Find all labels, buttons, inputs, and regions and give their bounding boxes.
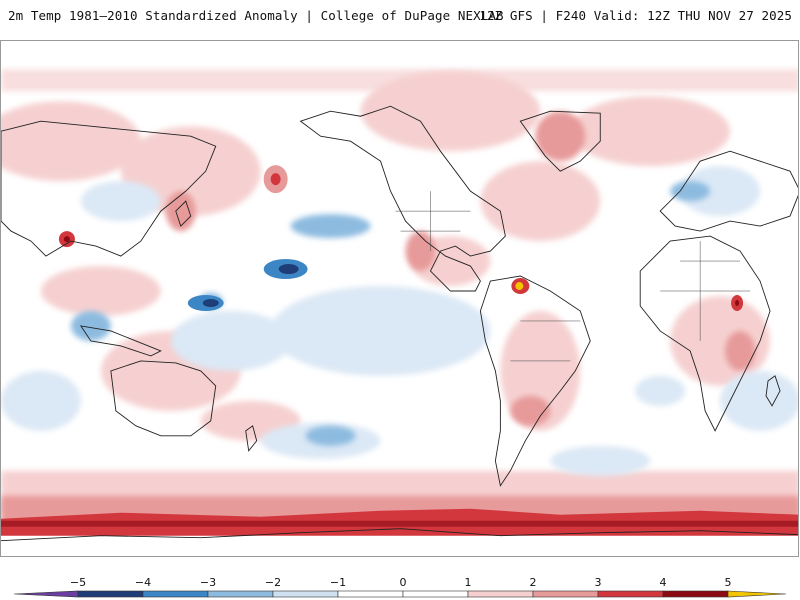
anomaly-map [0,40,799,557]
south-america-outline [479,275,591,487]
header: 2m Temp 1981–2010 Standardized Anomaly |… [0,0,800,34]
colorbar-segment [77,590,144,598]
warm-patches [1,71,771,441]
colorbar-tick-label: 0 [400,576,407,589]
greenland-outline [519,110,601,172]
colorbar-tick-label: −2 [265,576,281,589]
colorbar-segment [597,590,664,598]
cold-patches [1,166,798,476]
colorbar-tick-label: 2 [530,576,537,589]
madagascar-outline [765,375,781,407]
colorbar-tick-label: −3 [200,576,216,589]
warm-patches-moderate [165,111,756,426]
colorbar-tick-label: −4 [135,576,151,589]
colorbar-arrow-right [727,590,787,598]
north-pacific-hotspot [263,165,288,194]
colorbar-svg: −5 −4 −3 −2 −1 0 1 2 3 4 5 [13,576,787,598]
colorbar-tick-label: 1 [465,576,472,589]
western-pacific-cold [187,295,224,311]
colorbar-segment [142,590,209,598]
europe-outline [659,150,798,232]
colorbar-segment [207,590,274,598]
bay-of-bengal-warm [58,231,75,248]
colorbar-arrow-left [13,590,79,598]
colorbar-segment [662,590,729,598]
venezuela-warm-spot [511,278,530,295]
map-svg [1,41,798,556]
colorbar-segment [337,590,404,598]
east-africa-warm [731,295,744,311]
colorbar-tick-label: 4 [660,576,667,589]
australia-outline [110,360,217,437]
japan-outline [175,200,192,227]
central-pacific-cold-core [263,259,308,280]
new-zealand-outline [245,425,258,452]
colorbar-tick-label: −1 [330,576,346,589]
colorbar-tick-label: −5 [70,576,86,589]
colorbar-segment [467,590,534,598]
colorbar-tick-label: 5 [725,576,732,589]
antarctica-outline [1,528,798,542]
borders [395,191,751,362]
asia-outline [1,120,217,257]
colorbar-tick-label: 3 [595,576,602,589]
antarctic-edge [1,520,798,527]
model-run-label: 12Z GFS | F240 Valid: 12Z THU NOV 27 202… [479,8,792,23]
colorbar-segment [402,590,469,598]
indonesia-outline [79,325,162,357]
coastlines [1,105,798,542]
map-title: 2m Temp 1981–2010 Standardized Anomaly |… [8,8,504,23]
colorbar: −5 −4 −3 −2 −1 0 1 2 3 4 5 [0,572,800,600]
colorbar-segment [272,590,339,598]
north-america-outline [299,105,506,292]
colorbar-segment [532,590,599,598]
africa-outline [639,235,771,432]
